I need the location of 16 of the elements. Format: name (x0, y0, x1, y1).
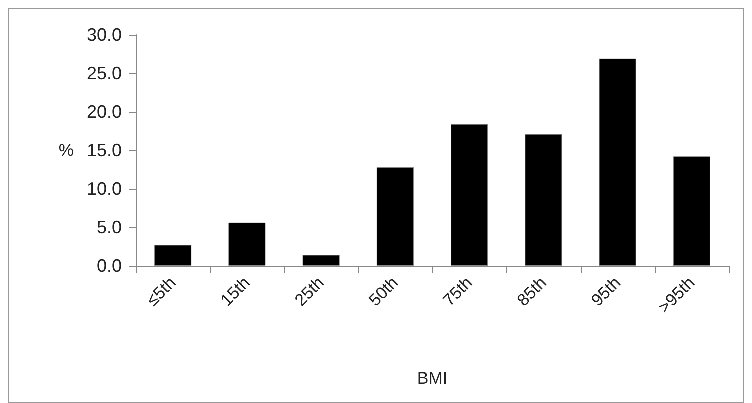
x-tick-label: 95th (588, 273, 625, 310)
x-tick-label: 85th (514, 273, 550, 310)
y-tick-label: 30.0 (86, 25, 122, 45)
y-tick-label: 5.0 (96, 218, 122, 238)
x-tick-label: 75th (439, 273, 476, 310)
y-tick-label: 15.0 (86, 140, 122, 160)
x-tick-label: 15th (217, 273, 254, 310)
y-tick-label: 10.0 (86, 179, 122, 199)
x-tick-label: ≤5th (143, 273, 180, 310)
y-tick-label: 20.0 (86, 102, 122, 122)
y-axis-title: % (58, 141, 74, 160)
y-tick-label: 25.0 (86, 64, 122, 84)
x-tick-label: 50th (365, 273, 402, 310)
x-tick-label: 25th (291, 273, 328, 310)
y-tick-label: 0.0 (96, 256, 122, 276)
x-axis-title: BMI (417, 369, 448, 388)
